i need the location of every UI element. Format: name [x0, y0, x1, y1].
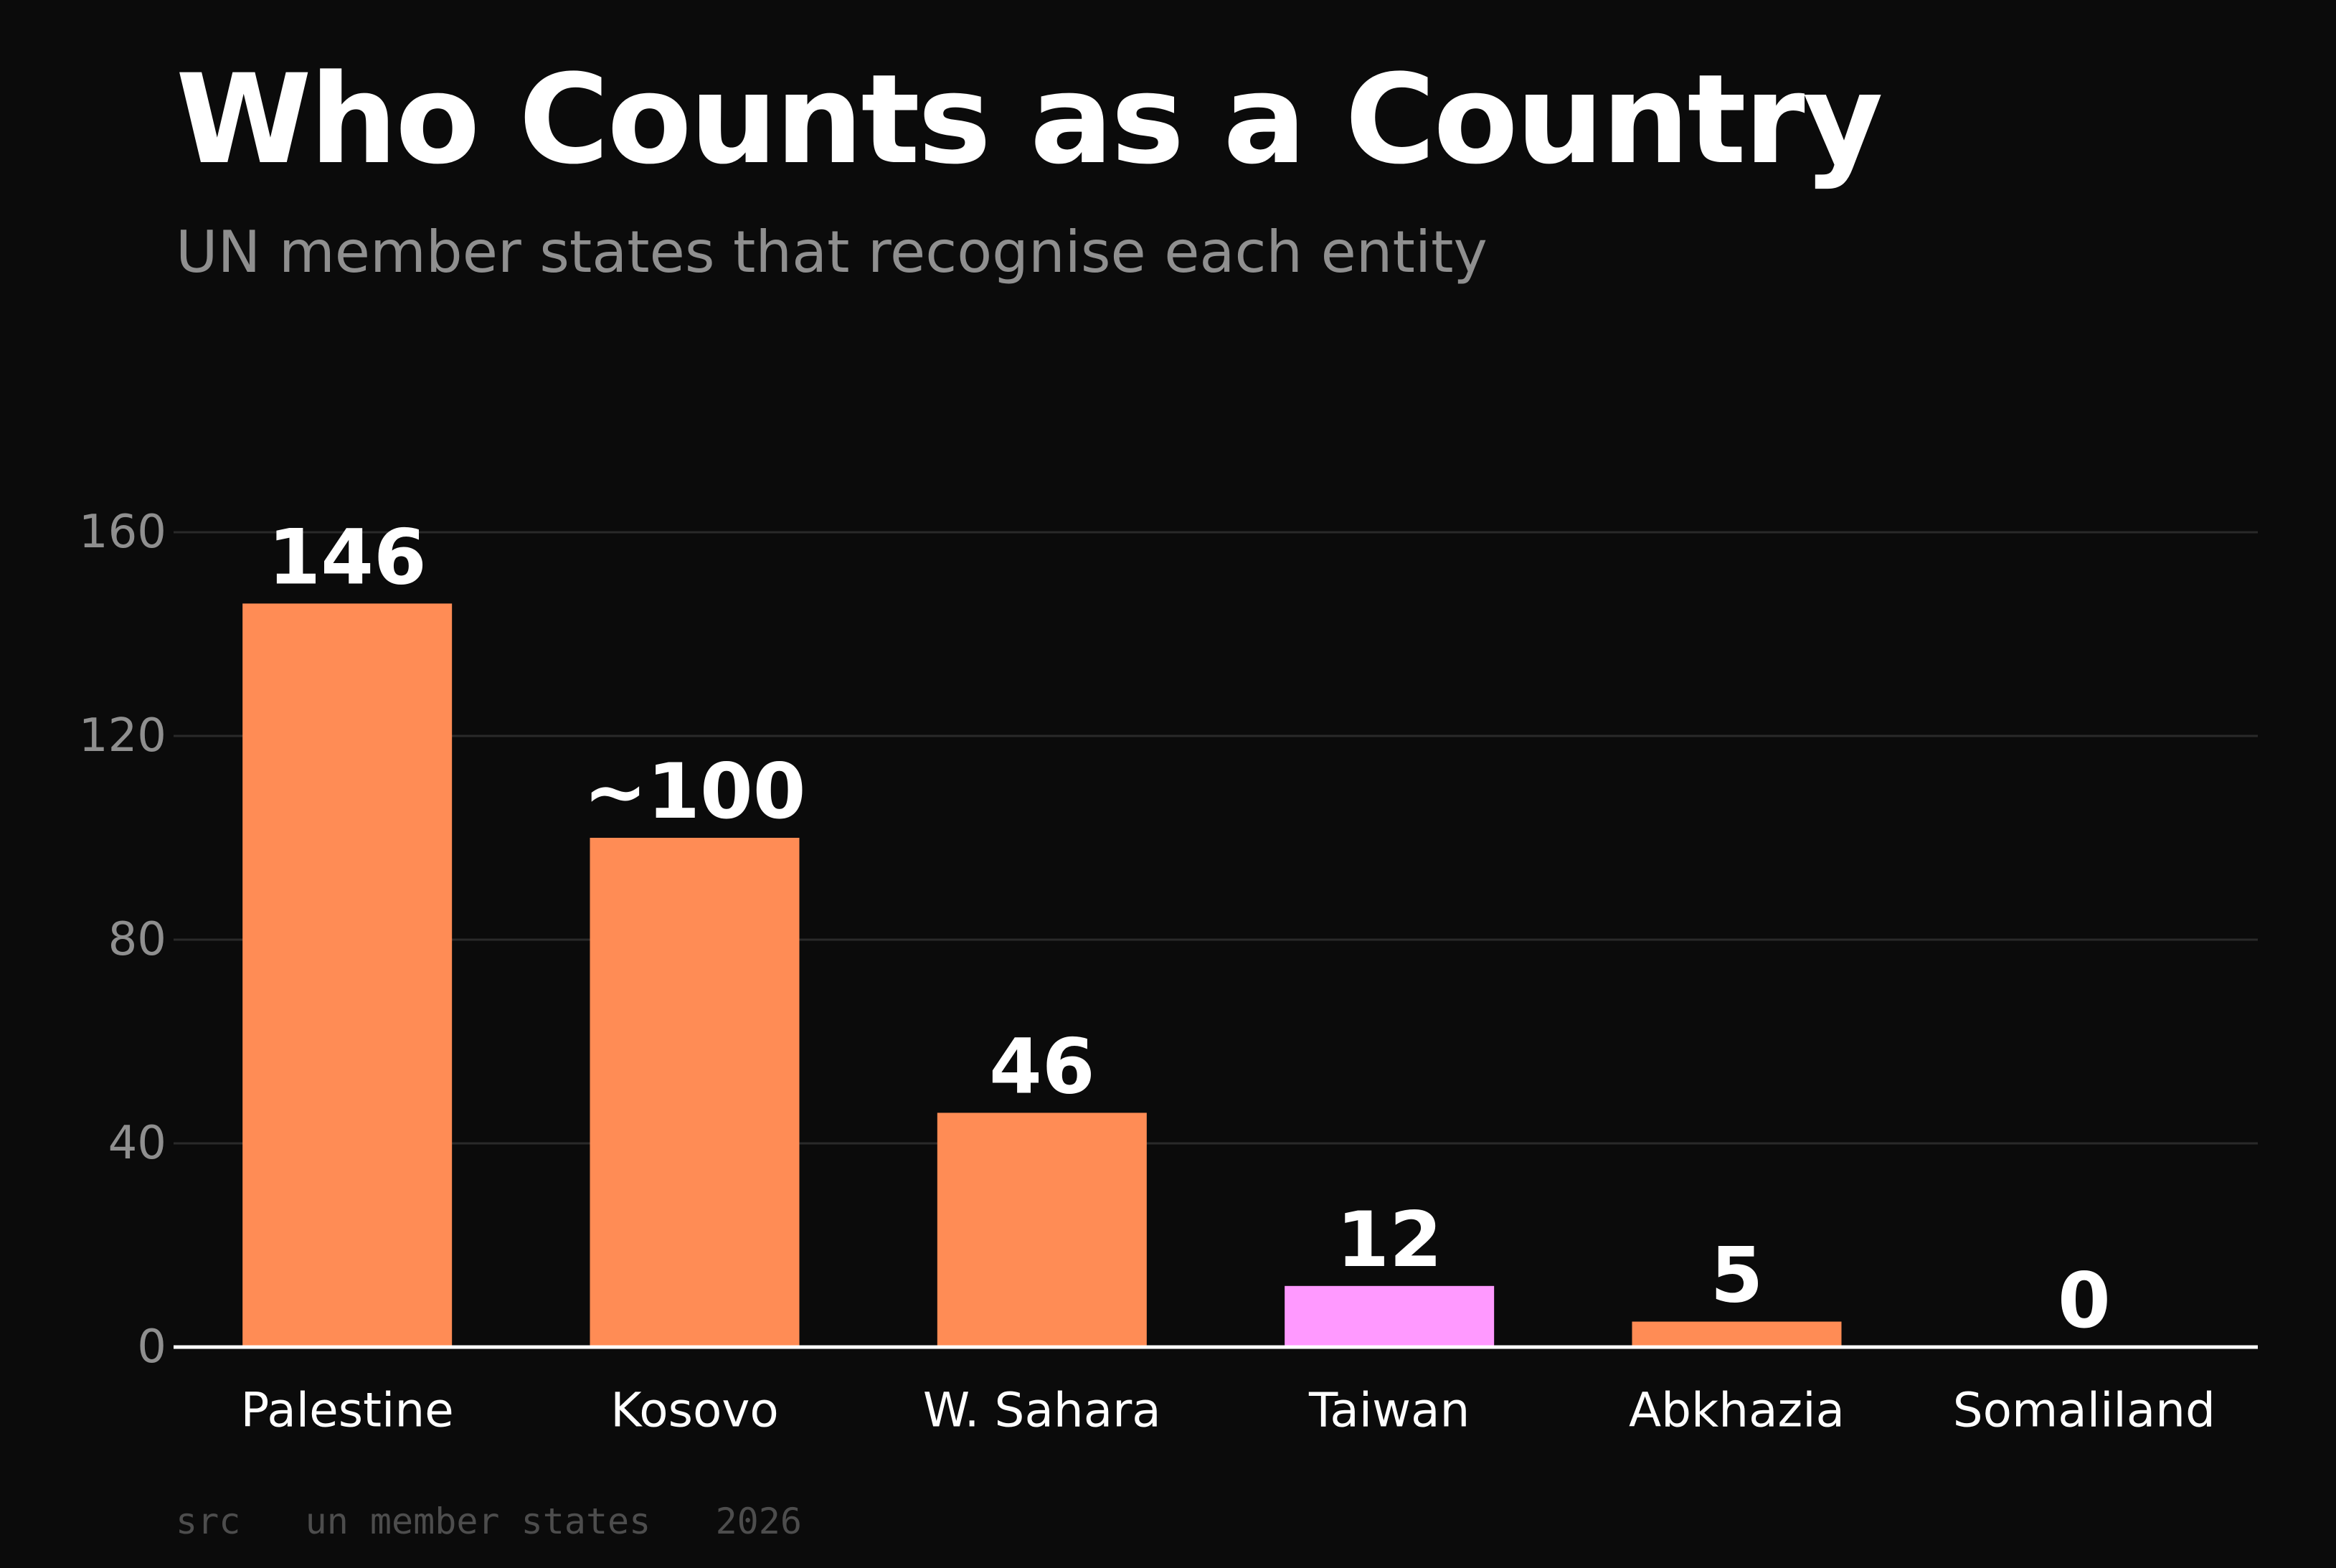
chart-title: Who Counts as a Country — [176, 47, 1883, 192]
value-label: 146 — [268, 513, 427, 601]
bar-kosovo — [590, 838, 800, 1347]
y-tick-label: 80 — [108, 913, 166, 966]
x-tick-label: Somaliland — [1953, 1383, 2216, 1438]
bar-taiwan — [1285, 1285, 1495, 1347]
x-tick-label: Palestine — [241, 1383, 454, 1438]
chart-subtitle: UN member states that recognise each ent… — [176, 219, 1488, 285]
bar-abkhazia — [1632, 1321, 1842, 1347]
y-tick-label: 120 — [79, 709, 166, 762]
value-label: 46 — [989, 1022, 1095, 1110]
source-note: src un member states 2026 — [176, 1501, 802, 1542]
value-label: 0 — [2058, 1257, 2111, 1345]
y-tick-label: 40 — [108, 1117, 166, 1170]
bar-w-sahara — [937, 1113, 1147, 1347]
bar-palestine — [242, 603, 453, 1347]
value-label: ~100 — [583, 747, 805, 836]
value-label: 12 — [1336, 1196, 1442, 1284]
x-tick-label: W. Sahara — [923, 1383, 1161, 1438]
value-label: 5 — [1711, 1232, 1764, 1320]
x-tick-label: Kosovo — [610, 1383, 779, 1438]
y-tick-label: 0 — [137, 1321, 166, 1374]
x-tick-label: Abkhazia — [1629, 1383, 1845, 1438]
x-tick-label: Taiwan — [1308, 1383, 1470, 1438]
y-tick-label: 160 — [79, 506, 166, 559]
